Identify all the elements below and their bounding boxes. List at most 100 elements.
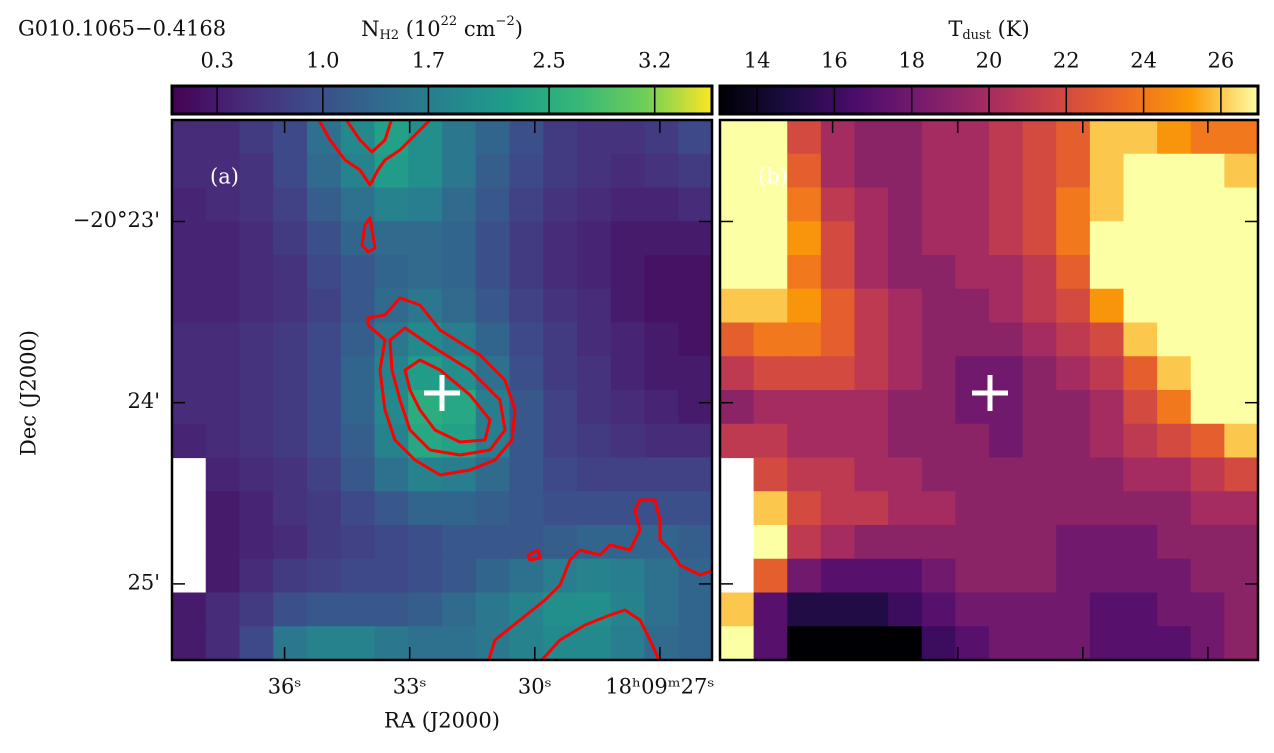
heatmap-cell (577, 187, 612, 222)
heatmap-cell (753, 491, 788, 526)
heatmap-cell (408, 626, 443, 661)
heatmap-cell (720, 120, 755, 155)
contours (317, 120, 712, 660)
x-tick-label: 18ʰ09ᵐ27ˢ (605, 675, 714, 699)
heatmap-cell (205, 120, 241, 155)
heatmap-cell (239, 153, 274, 189)
heatmap-cell (408, 187, 443, 222)
heatmap-cell (1224, 221, 1259, 256)
heatmap-cell (678, 626, 713, 661)
heatmap-cell (787, 288, 822, 324)
heatmap-cell (753, 423, 788, 459)
heatmap-cell (787, 356, 822, 391)
heatmap-cell (888, 255, 923, 290)
heatmap-cell (753, 626, 788, 661)
heatmap-cell (1190, 592, 1225, 627)
heatmap-cell (273, 390, 308, 425)
heatmap-cell (408, 525, 443, 560)
x-tick-label: 36ˢ (268, 675, 302, 699)
heatmap-cell (340, 423, 376, 459)
heatmap-cell (543, 187, 578, 222)
heatmap-cell (888, 390, 923, 425)
heatmap-cell (854, 288, 889, 324)
heatmap-cell (1157, 592, 1192, 627)
heatmap-cell (720, 153, 755, 189)
heatmap-cell (753, 255, 788, 290)
heatmap-cell (989, 322, 1024, 357)
y-tick-label: 25' (128, 570, 161, 594)
heatmap-cell (921, 221, 956, 256)
heatmap-cell (989, 626, 1024, 661)
heatmap-cell (1056, 423, 1091, 459)
heatmap-cell (1157, 187, 1192, 222)
heatmap-cell (678, 390, 713, 425)
colorbar-tick-label: 0.3 (201, 49, 234, 73)
heatmap-cell (273, 356, 308, 391)
heatmap-cell (307, 491, 342, 526)
x-tick-label: 33ˢ (393, 675, 427, 699)
heatmap-cell (1157, 153, 1192, 189)
heatmap-cell (273, 558, 308, 594)
heatmap-cell (1224, 491, 1259, 526)
heatmap-cell (921, 423, 956, 459)
colorbar-tick-label: 22 (1053, 49, 1080, 73)
heatmap-cell (644, 390, 679, 425)
heatmap-cell (205, 592, 241, 627)
heatmap-cell (307, 288, 342, 324)
heatmap-cell (577, 221, 612, 256)
colorbar-tick-label: 16 (821, 49, 848, 73)
heatmap-cell (543, 120, 578, 155)
heatmap-cell (888, 423, 923, 459)
heatmap-cell (854, 423, 889, 459)
heatmap-cell (239, 255, 274, 290)
heatmap-cell (475, 288, 511, 324)
heatmap-cell (172, 592, 207, 627)
heatmap-cell (205, 491, 241, 526)
heatmap-cell (610, 120, 646, 155)
heatmap-cell (955, 457, 990, 492)
heatmap-cell (1157, 491, 1192, 526)
heatmap-cell (678, 288, 713, 324)
heatmap-cell (753, 153, 788, 189)
heatmap-cell (644, 491, 679, 526)
heatmap-cell (1022, 423, 1057, 459)
heatmap-cell (1157, 525, 1192, 560)
heatmap-cell (408, 221, 443, 256)
heatmap-cell (610, 457, 646, 492)
heatmap-cell (1022, 322, 1057, 357)
heatmap-cell (1224, 120, 1259, 155)
heatmap-cell (273, 592, 308, 627)
heatmap-cell (921, 120, 956, 155)
heatmap-cell (340, 525, 376, 560)
heatmap-cell (543, 457, 578, 492)
colorbar-label-part: ) (515, 17, 523, 41)
heatmap-cell (610, 187, 646, 222)
heatmap-cell (205, 525, 241, 560)
heatmaps (172, 120, 1259, 661)
heatmap-cell (1056, 322, 1091, 357)
heatmap-cell (720, 322, 755, 357)
heatmap-cell (475, 592, 511, 627)
heatmap-cell (577, 457, 612, 492)
heatmap-cell (678, 356, 713, 391)
heatmap-cell (820, 525, 856, 560)
heatmap-cell (644, 322, 679, 357)
heatmap-cell (989, 120, 1024, 155)
heatmap-cell (720, 221, 755, 256)
heatmap-cell (678, 592, 713, 627)
heatmap-cell (577, 491, 612, 526)
heatmap-cell (340, 390, 376, 425)
heatmap-cell (753, 356, 788, 391)
heatmap-cell (442, 525, 477, 560)
heatmap-cell (577, 120, 612, 155)
heatmap-cell (442, 153, 477, 189)
heatmap-cell (955, 525, 990, 560)
heatmap-cell (1022, 120, 1057, 155)
heatmap-cell (307, 153, 342, 189)
heatmap-cell (1123, 592, 1158, 627)
heatmap-cell (753, 390, 788, 425)
heatmap-cell (1089, 626, 1125, 661)
heatmap-cell (888, 221, 923, 256)
heatmap-cell (1056, 491, 1091, 526)
heatmap-cell (1224, 356, 1259, 391)
